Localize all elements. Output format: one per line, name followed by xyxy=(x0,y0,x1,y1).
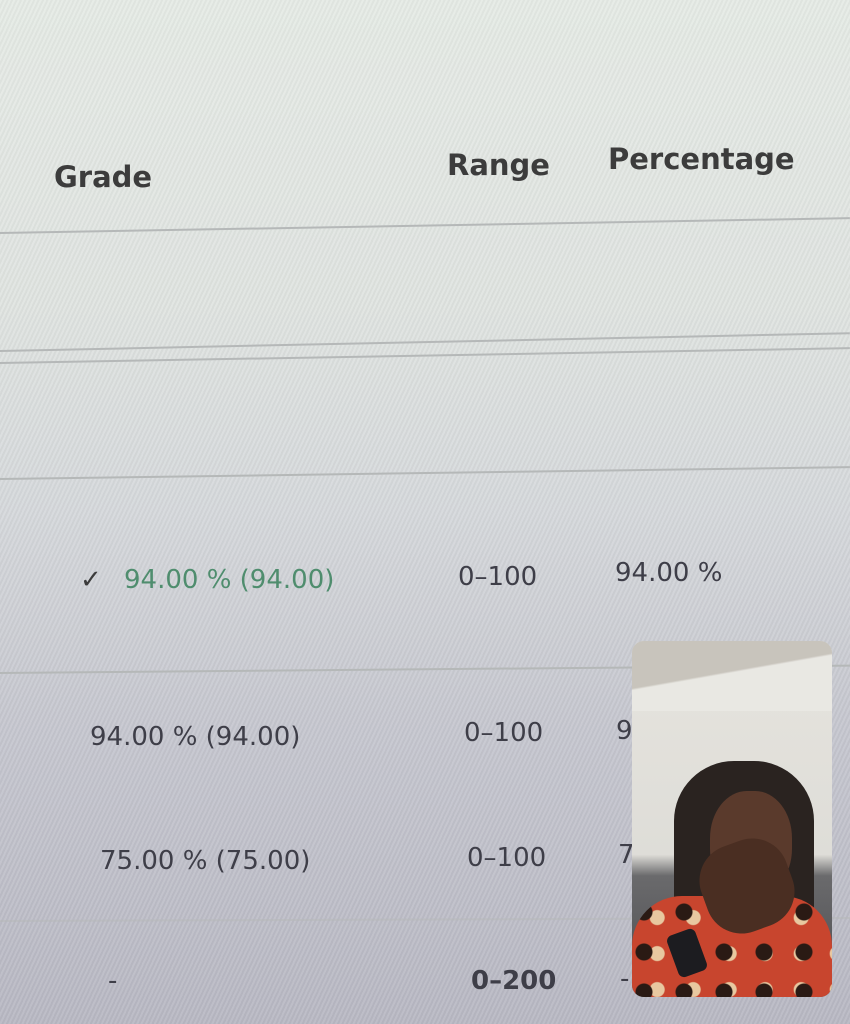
grade-cell: 75.00 % (75.00) xyxy=(100,846,311,876)
range-cell: 0–100 xyxy=(467,843,547,873)
percentage-cell: 9 xyxy=(616,716,633,746)
grade-cell: 94.00 % (94.00) xyxy=(90,722,301,752)
range-cell: 0–100 xyxy=(458,562,538,592)
divider xyxy=(0,466,850,480)
percentage-cell: 7 xyxy=(618,840,635,870)
divider xyxy=(0,217,850,234)
grade-cell: - xyxy=(108,966,118,996)
range-cell: 0–200 xyxy=(471,966,557,996)
grade-cell: 94.00 % (94.00) xyxy=(124,565,335,595)
header-percentage: Percentage xyxy=(608,142,795,176)
percentage-cell: 94.00 % xyxy=(615,558,723,588)
range-cell: 0–100 xyxy=(464,718,544,748)
check-icon: ✓ xyxy=(80,565,102,595)
header-range: Range xyxy=(447,148,550,182)
video-call-self-view[interactable] xyxy=(632,641,832,997)
header-grade: Grade xyxy=(54,160,153,194)
divider xyxy=(0,347,850,364)
percentage-cell: - xyxy=(620,964,630,994)
ceiling xyxy=(632,641,832,711)
